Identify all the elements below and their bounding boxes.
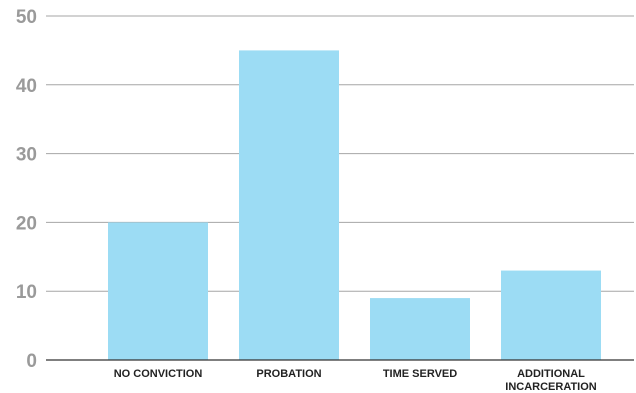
bar-no-conviction [108, 222, 208, 360]
y-tick-label-40: 40 [16, 76, 37, 97]
y-tick-labels: 0 10 20 30 40 50 [16, 7, 37, 372]
bar-probation [239, 50, 339, 361]
y-tick-label-0: 0 [26, 351, 37, 372]
bars [108, 50, 601, 361]
y-tick-label-10: 10 [16, 282, 37, 303]
bar-additional-incarceration [501, 270, 601, 360]
bar-time-served [370, 298, 470, 360]
y-tick-label-50: 50 [16, 7, 37, 28]
y-tick-label-20: 20 [16, 213, 37, 234]
y-tick-label-30: 30 [16, 145, 37, 166]
category-label-2: TIME SERVED [383, 368, 457, 380]
category-labels: NO CONVICTION PROBATION TIME SERVED ADDITIO… [114, 368, 597, 393]
category-label-0: NO CONVICTION [114, 368, 203, 380]
category-label-3: ADDITIONAL INCARCERATION [505, 368, 597, 393]
category-label-1: PROBATION [256, 368, 321, 380]
